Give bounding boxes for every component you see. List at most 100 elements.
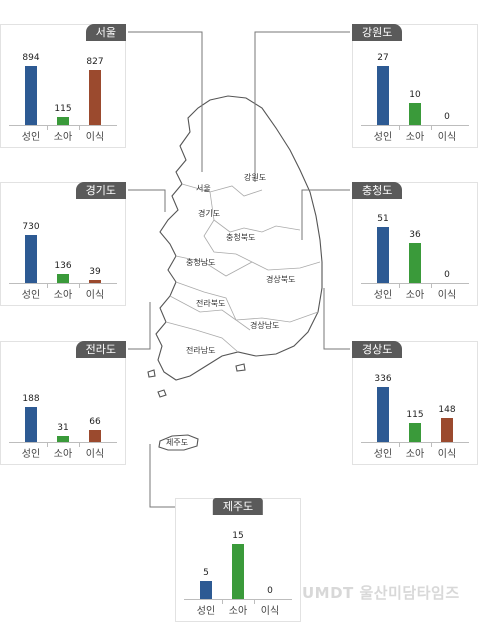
- tick: [431, 283, 432, 288]
- map-region-label: 전라북도: [196, 299, 226, 308]
- map-region-label: 전라남도: [186, 346, 216, 355]
- tick: [47, 283, 48, 288]
- baseline: [361, 283, 469, 284]
- mainland-outline: [155, 95, 323, 381]
- region-title: 강원도: [352, 24, 403, 41]
- bar: [409, 423, 421, 442]
- data-label: 188: [22, 394, 40, 404]
- bar: [89, 70, 101, 125]
- category-label: 성인: [373, 449, 393, 460]
- map-region-label: 충청남도: [186, 258, 216, 267]
- category-label: 이식: [437, 290, 457, 301]
- region-chart-6: 제주도 5 성인 15 소아 0 이식: [175, 498, 301, 622]
- region-chart-4: 충청도 51 성인 36 소아 0 이식: [352, 182, 478, 306]
- bar: [232, 544, 244, 599]
- data-label: 15: [232, 531, 244, 541]
- data-label: 39: [89, 267, 101, 277]
- tick: [47, 125, 48, 130]
- leader-gyeongsang: [323, 288, 350, 350]
- category-label: 이식: [85, 132, 105, 143]
- category-label: 소아: [405, 449, 425, 460]
- watermark: UMDT 울산미담타임즈: [302, 584, 460, 602]
- data-label: 5: [203, 568, 209, 578]
- bar: [409, 103, 421, 125]
- bar: [377, 227, 389, 283]
- tick: [222, 599, 223, 604]
- data-label: 36: [409, 230, 421, 240]
- map-region-label: 제주도: [166, 438, 189, 447]
- baseline: [361, 442, 469, 443]
- baseline: [9, 283, 117, 284]
- region-chart-2: 전라도 188 성인 31 소아 66 이식: [0, 341, 126, 465]
- region-title: 경기도: [75, 182, 126, 199]
- tick: [399, 283, 400, 288]
- leader-seoul: [128, 31, 203, 172]
- data-label: 27: [377, 53, 389, 63]
- bar: [25, 235, 37, 283]
- jeju-outline: [158, 434, 199, 451]
- category-label: 소아: [405, 132, 425, 143]
- region-title: 충청도: [352, 182, 403, 199]
- category-label: 소아: [228, 606, 248, 617]
- data-label: 148: [438, 405, 456, 415]
- map-region-label: 충청북도: [226, 233, 256, 242]
- data-label: 336: [374, 374, 392, 384]
- island-3: [235, 363, 246, 372]
- data-label: 827: [86, 57, 104, 67]
- data-label: 10: [409, 90, 421, 100]
- data-label: 0: [444, 112, 450, 122]
- bar: [57, 274, 69, 283]
- map-region-label: 강원도: [244, 173, 267, 182]
- island-1: [157, 389, 167, 398]
- bar: [441, 418, 453, 442]
- data-label: 31: [57, 423, 69, 433]
- bar: [57, 117, 69, 125]
- bar: [409, 243, 421, 283]
- region-chart-1: 경기도 730 성인 136 소아 39 이식: [0, 182, 126, 306]
- tick: [79, 442, 80, 447]
- leader-gangwon: [254, 31, 350, 182]
- category-label: 성인: [21, 449, 41, 460]
- tick: [47, 442, 48, 447]
- category-label: 성인: [373, 290, 393, 301]
- data-label: 730: [22, 222, 40, 232]
- leader-jeolla: [128, 302, 151, 350]
- bar: [25, 66, 37, 125]
- map-region-label: 경상남도: [250, 321, 280, 330]
- region-title: 제주도: [212, 498, 264, 515]
- region-chart-0: 서울 894 성인 115 소아 827 이식: [0, 24, 126, 148]
- tick: [399, 125, 400, 130]
- data-label: 115: [406, 410, 424, 420]
- bar: [25, 407, 37, 442]
- category-label: 소아: [405, 290, 425, 301]
- tick: [79, 283, 80, 288]
- region-chart-3: 강원도 27 성인 10 소아 0 이식: [352, 24, 478, 148]
- category-label: 성인: [21, 290, 41, 301]
- data-label: 66: [89, 417, 101, 427]
- data-label: 0: [444, 270, 450, 280]
- data-label: 115: [54, 104, 72, 114]
- category-label: 성인: [21, 132, 41, 143]
- data-label: 51: [377, 214, 389, 224]
- bar: [377, 66, 389, 125]
- data-label: 0: [267, 586, 273, 596]
- category-label: 소아: [53, 290, 73, 301]
- island-2: [147, 369, 156, 378]
- tick: [431, 125, 432, 130]
- bar: [89, 430, 101, 442]
- category-label: 이식: [437, 132, 457, 143]
- data-label: 894: [22, 53, 40, 63]
- category-label: 성인: [196, 606, 216, 617]
- category-label: 성인: [373, 132, 393, 143]
- region-title: 경상도: [352, 341, 403, 358]
- baseline: [184, 599, 292, 600]
- leader-chungcheong: [301, 189, 350, 240]
- category-label: 이식: [437, 449, 457, 460]
- region-chart-5: 경상도 336 성인 115 소아 148 이식: [352, 341, 478, 465]
- map-region-label: 서울: [196, 184, 211, 193]
- category-label: 이식: [85, 449, 105, 460]
- bar: [89, 280, 101, 283]
- baseline: [9, 442, 117, 443]
